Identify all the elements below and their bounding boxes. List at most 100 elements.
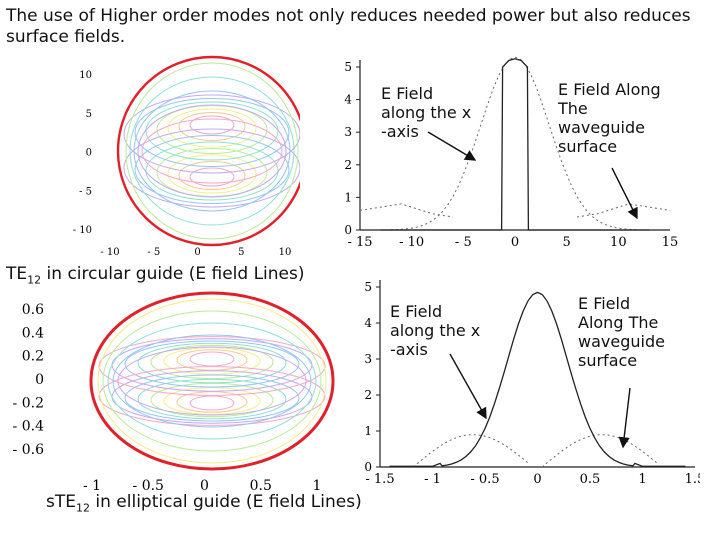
x-tick-label: - 10 [399,235,424,250]
x-tick-label: - 0.5 [470,472,499,487]
axis-field-arrow [449,353,487,420]
field-contour-line [134,98,290,167]
field-contour-line [97,298,327,464]
y-tick-label: - 0.2 [13,395,44,411]
y-tick-label: 0 [364,460,372,474]
elliptical-y-ticks: 0.6 0.4 0.2 0 - 0.2 - 0.4 - 0.6 [13,302,45,458]
x-tick-label: 10 [610,235,627,250]
circular-guide-caption: TE12 in circular guide (E field Lines) [6,264,305,286]
y-tick-label: 0.2 [22,349,44,365]
field-contour-line [167,154,257,194]
annotation-surface-field: E Field Along The waveguide surface [558,80,661,156]
x-tick-label: 15 [662,235,679,250]
elliptical-field-contours [97,298,327,464]
x-tick-label: 0.5 [250,478,272,494]
annotation-axis-field: E Field along the x -axis [390,302,481,359]
circular-x-ticks: - 10 - 5 0 5 10 [100,247,291,258]
caption-mode-index: 12 [27,273,42,287]
field-contour-line [98,336,326,396]
y-tick-label: 0 [35,372,44,388]
y-tick-label: - 10 [73,225,92,236]
axis-tick-marks [376,286,380,468]
field-contour-line [102,310,322,452]
x-tick-label: 0 [194,247,200,258]
y-tick-label: 1 [344,190,352,204]
profile-x-ticks: - 15 - 10 - 5 0 5 10 15 [347,235,678,250]
field-contour-line [150,382,274,418]
field-contour-line [125,62,299,240]
x-tick-label: - 0.5 [133,478,164,494]
field-contour-line [189,167,235,187]
field-contour-line [98,366,326,426]
field-contour-line [141,118,283,184]
y-tick-label: 0 [344,223,352,237]
field-contour-line [176,349,248,371]
x-tick-label: - 15 [347,235,372,250]
circular-y-ticks: 10 5 0 - 5 - 10 [73,70,92,236]
field-contour-line [133,90,291,212]
x-tick-label: - 1 [83,478,101,494]
x-tick-label: - 5 [455,235,472,250]
x-tick-label: 1 [313,478,322,494]
caption-text: in elliptical guide (E field Lines) [89,492,362,512]
caption-mode-name: sTE [46,492,76,512]
x-tick-label: - 1.5 [365,472,394,487]
circular-guide-plot: 10 5 0 - 5 - 10 - 10 - 5 0 5 10 [60,50,308,269]
field-contour-line [124,374,300,422]
field-contour-line [167,108,257,148]
x-tick-label: 0.5 [580,472,601,487]
field-contour-line [178,112,246,141]
y-tick-label: 10 [79,70,92,81]
elliptical-x-ticks: - 1 - 0.5 0 0.5 1 [83,478,322,494]
caption-mode-index: 12 [75,501,90,515]
circular-guide-figure: 10 5 0 - 5 - 10 - 10 - 5 0 5 10 [73,55,308,258]
y-tick-label: - 0.4 [13,419,45,435]
caption-text: in circular guide (E field Lines) [41,264,305,284]
x-tick-label: 5 [563,235,571,250]
y-tick-label: 0.6 [22,302,44,318]
annotation-axis-field: E Field along the x -axis [381,84,472,141]
axis-field-curve [389,291,686,467]
field-contour-line [129,76,295,226]
field-contour-line [124,340,300,388]
field-contour-line [107,322,317,440]
elliptical-guide-plot: 0.6 0.4 0.2 0 - 0.2 - 0.4 - 0.6 - 1 - 0.5 0 0.5 1 [0,290,370,499]
y-tick-label: 1 [364,424,372,438]
field-contour-line [163,387,261,415]
y-tick-label: - 0.6 [13,442,45,458]
caption-mode-name: TE [6,264,28,284]
axis-field-curve [380,58,650,231]
surface-field-dotted-curve [359,56,671,231]
y-tick-label: 2 [364,388,372,402]
x-tick-label: - 10 [100,247,119,258]
profile-y-ticks: 5 4 3 2 1 0 [364,280,372,474]
field-contour-line [134,135,290,204]
annotation-surface-field: E Field Along The waveguide surface [578,294,665,370]
field-contour-line [112,334,312,428]
x-tick-label: 1 [638,472,646,487]
surface-field-arrow [611,167,638,220]
field-contour-line [189,351,235,367]
field-contour-line [178,161,246,190]
field-contour-line [150,344,274,380]
profile-x-ticks: - 1.5- 1- 0.500.511.5 [365,472,705,487]
y-tick-label: - 5 [79,186,92,197]
field-contour-line [189,395,235,411]
x-tick-label: 0 [200,478,209,494]
field-contour-line [145,101,279,161]
field-contour-line [176,391,248,413]
y-tick-label: 5 [364,280,372,294]
y-tick-label: 0.4 [22,325,44,341]
field-contour-line [145,141,279,201]
y-tick-label: 4 [344,93,352,107]
field-contour-line [163,347,261,375]
y-tick-label: 4 [364,316,372,330]
surface-field-dotted-curve [413,434,658,468]
slide-heading: The use of Higher order modes not only r… [6,6,691,47]
y-tick-label: 0 [86,148,92,159]
field-contour-line [189,115,235,135]
